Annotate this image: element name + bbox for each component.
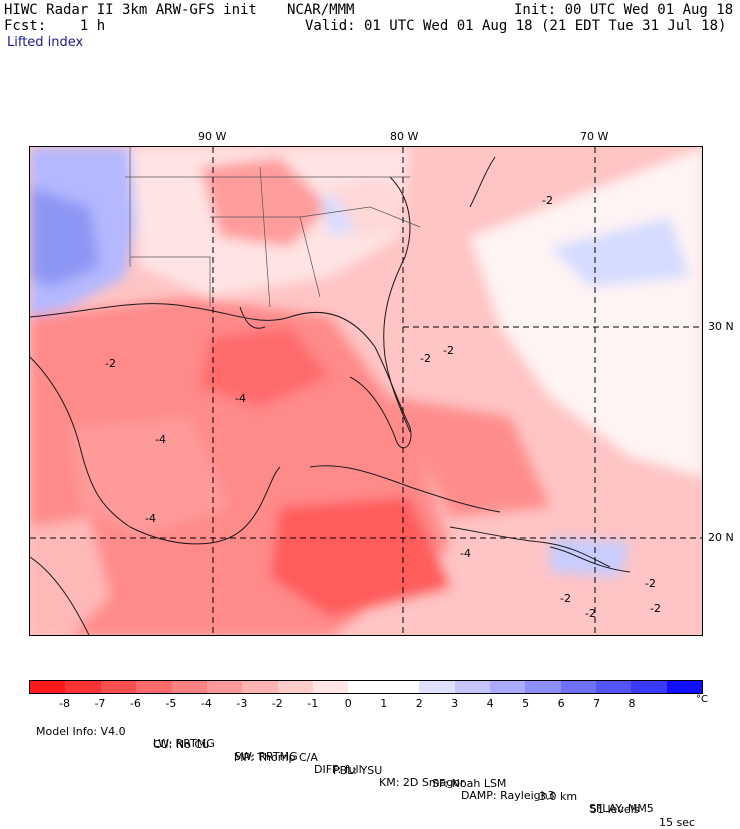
model-info-line-1: Model Info: V4.0 CU: No Cu MP: Thomp C/A… (29, 712, 695, 829)
contour-label: -4 (155, 433, 166, 446)
lat-label-20n: 20 N (708, 531, 734, 544)
contour-label: -2 (645, 577, 656, 590)
lon-label-80w: 80 W (390, 130, 419, 143)
color-scale-label: 0 (344, 697, 352, 710)
contour-label: -4 (460, 547, 471, 560)
color-scale-swatch (136, 681, 172, 693)
color-scale-label: -6 (129, 697, 141, 710)
color-scale-swatch (525, 681, 561, 693)
model-info-line-2: LW: RRTMG SW: RRTMG DIFF: full KM: 2D Sm… (29, 724, 654, 815)
graticule (30, 147, 702, 635)
color-scale-swatch (65, 681, 101, 693)
color-scale-swatch (313, 681, 349, 693)
color-scale (29, 680, 703, 694)
init-time: Init: 00 UTC Wed 01 Aug 18 (514, 2, 734, 18)
contour-label: -2 (560, 592, 571, 605)
contour-label: -2 (542, 194, 553, 207)
color-scale-label: -2 (271, 697, 283, 710)
contour-label: -4 (235, 392, 246, 405)
time-step: 15 sec (659, 816, 696, 829)
color-scale-label: -4 (200, 697, 212, 710)
color-scale-label: 6 (557, 697, 565, 710)
model-info: Model Info: V4.0 (36, 725, 126, 738)
color-scale-label: 1 (380, 697, 388, 710)
color-scale-label: 8 (628, 697, 636, 710)
color-scale-label: -8 (58, 697, 70, 710)
contour-label: -2 (585, 607, 596, 620)
color-scale-label: 3 (451, 697, 459, 710)
lon-label-70w: 70 W (580, 130, 609, 143)
color-scale-swatch (489, 681, 526, 693)
color-scale-label: 7 (593, 697, 601, 710)
eddy-coefficient: KM: 2D Smagor (379, 776, 465, 789)
color-scale-swatch (596, 681, 632, 693)
center-label: NCAR/MMM (287, 2, 355, 18)
color-scale-label: -1 (307, 697, 319, 710)
damping: DAMP: Rayleigh3 (461, 789, 555, 802)
color-scale-swatch (206, 681, 243, 693)
field-name: Lifted index (7, 35, 84, 50)
field-shading (30, 147, 702, 635)
contour-label: -2 (650, 602, 661, 615)
color-scale-label: -5 (165, 697, 177, 710)
contour-label: -2 (443, 344, 454, 357)
color-scale-swatch (30, 681, 66, 693)
color-scale-label: -3 (236, 697, 248, 710)
color-scale-swatch (666, 681, 703, 693)
diffusion: DIFF: full (314, 763, 362, 776)
lifted-index-map: -2 -4 -4 -2 -4 -2 -2 -2 -4 -2 -2 -2 (29, 146, 703, 636)
color-scale-swatch (419, 681, 455, 693)
color-scale-swatch (277, 681, 313, 693)
longwave-scheme: LW: RRTMG (153, 737, 215, 750)
contour-label: -4 (145, 512, 156, 525)
contour-label: -2 (420, 352, 431, 365)
surface-layer: SFLAY: MM5 (589, 802, 654, 815)
coastlines (30, 156, 631, 635)
valid-time: Valid: 01 UTC Wed 01 Aug 18 (21 EDT Tue … (305, 18, 727, 34)
color-scale-label: 2 (415, 697, 423, 710)
color-scale-label: -7 (94, 697, 106, 710)
map-canvas: -2 -4 -4 -2 -4 -2 -2 -2 -4 -2 -2 -2 (30, 147, 702, 635)
lon-label-90w: 90 W (198, 130, 227, 143)
contour-labels: -2 -4 -4 -2 -4 -2 -2 -2 -4 -2 -2 -2 (105, 194, 661, 620)
color-scale-swatch (100, 681, 137, 693)
color-scale-swatch (631, 681, 667, 693)
state-borders (125, 147, 421, 308)
unit-label: °C (696, 694, 708, 705)
color-scale-swatch (383, 681, 420, 693)
model-title: HIWC Radar II 3km ARW-GFS init (4, 2, 257, 18)
color-scale-swatch (171, 681, 207, 693)
color-scale-label: 4 (486, 697, 494, 710)
forecast-hour: Fcst: 1 h (4, 18, 106, 34)
color-scale-swatch (348, 681, 384, 693)
color-scale-swatch (454, 681, 490, 693)
shortwave-scheme: SW: RRTMG (234, 750, 298, 763)
color-scale-swatch (242, 681, 278, 693)
lat-label-30n: 30 N (708, 320, 734, 333)
color-scale-swatch (560, 681, 596, 693)
color-scale-label: 5 (522, 697, 530, 710)
contour-label: -2 (105, 357, 116, 370)
